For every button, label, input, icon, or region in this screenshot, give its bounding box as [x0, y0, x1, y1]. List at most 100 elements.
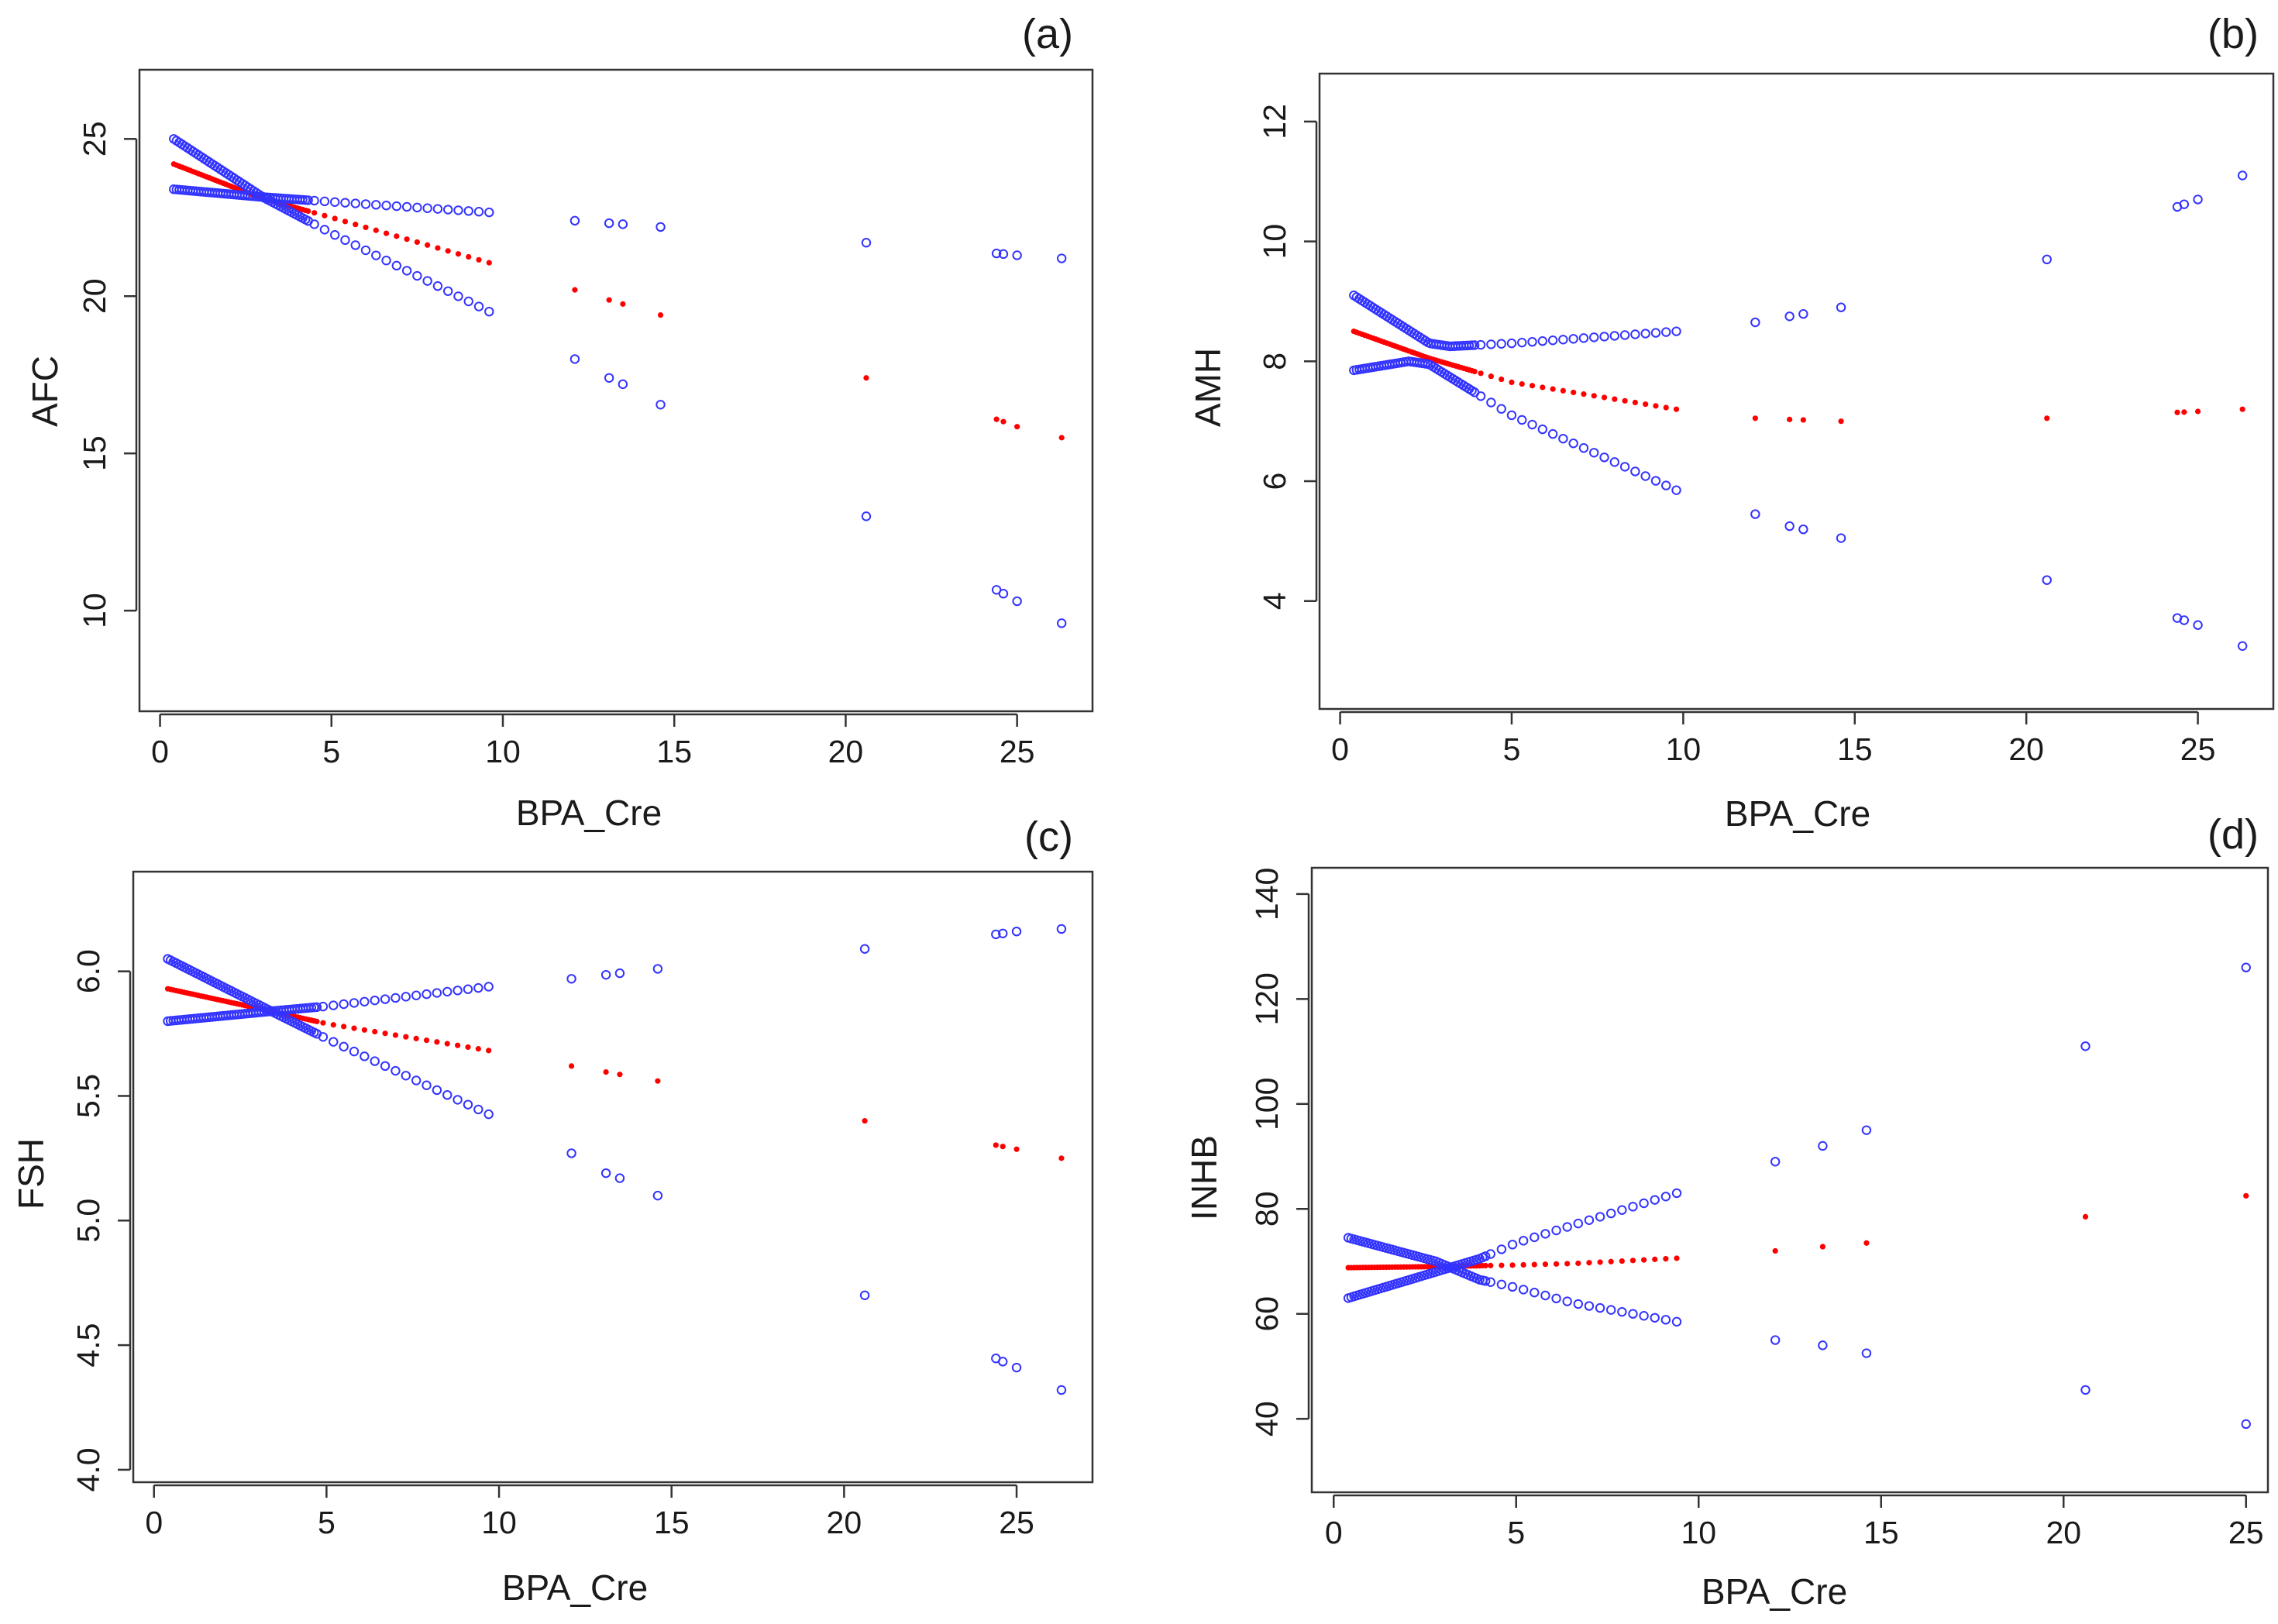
estimate-point	[342, 218, 349, 225]
lower-bound-point	[1537, 424, 1548, 435]
upper-bound-point	[1617, 1205, 1627, 1215]
lower-bound-point	[442, 1089, 453, 1100]
estimate-point	[993, 416, 1000, 422]
upper-bound-point	[422, 203, 432, 213]
lower-bound-point	[1770, 1335, 1781, 1345]
estimate-point	[404, 236, 410, 243]
lower-bound-point	[1506, 410, 1517, 421]
lower-bound-point	[360, 245, 371, 256]
upper-bound-point	[453, 986, 463, 996]
upper-bound-point	[1527, 336, 1537, 347]
x-tick-label: 15	[654, 1505, 690, 1540]
lower-bound-point	[473, 1104, 483, 1115]
upper-bound-point	[350, 198, 360, 208]
x-axis: 0 5 10 15 20 25	[151, 713, 1034, 769]
x-axis: 0 5 10 15 20 25	[1331, 710, 2215, 767]
lower-bound-point	[329, 1037, 339, 1047]
upper-bound-point	[1507, 1240, 1518, 1250]
upper-bound-point	[370, 995, 380, 1006]
estimate-point	[603, 1068, 609, 1075]
estimate-point	[1520, 1261, 1526, 1268]
estimate-point	[1673, 406, 1680, 412]
upper-bound-point	[340, 198, 350, 208]
upper-bound-point	[998, 249, 1009, 260]
estimate-point	[314, 1018, 320, 1024]
y-tick-label: 140	[1249, 868, 1285, 920]
estimate-point	[305, 208, 311, 215]
upper-bound-point	[1770, 1157, 1781, 1167]
upper-bound-point	[1056, 924, 1067, 934]
lower-bound-point	[1671, 1316, 1682, 1327]
upper-bound-point	[1496, 1244, 1507, 1254]
upper-bound-point	[453, 205, 463, 215]
x-tick-label: 0	[151, 734, 169, 769]
lower-bound-point	[1861, 1348, 1872, 1358]
upper-bound-point	[2237, 170, 2248, 181]
estimate-point	[2044, 415, 2050, 421]
lower-bound-point	[391, 1065, 401, 1076]
plot-frame	[138, 68, 1094, 713]
upper-bound-point	[2241, 962, 2251, 972]
lower-bound-point	[1661, 480, 1671, 490]
lower-bound-point	[1599, 452, 1609, 463]
upper-bound-point	[349, 998, 360, 1008]
upper-bound-point	[1540, 1229, 1550, 1239]
lower-bound-point	[1750, 509, 1760, 519]
upper-bound-point	[1619, 330, 1630, 340]
estimate-point	[1542, 1261, 1549, 1268]
lower-bound-point	[401, 266, 412, 276]
y-axis: 40 60 80 100 120 140	[1249, 868, 1310, 1436]
upper-bound-point	[1530, 1232, 1540, 1243]
lower-bound-point	[391, 260, 402, 271]
estimate-point	[486, 260, 492, 266]
estimate-point	[1629, 1258, 1636, 1264]
plot-frame	[132, 870, 1094, 1484]
estimate-point	[403, 1034, 409, 1040]
x-tick-label: 5	[1507, 1515, 1525, 1550]
lower-bound-point	[1011, 1362, 1022, 1373]
estimate-point	[353, 222, 359, 228]
estimate-point	[322, 212, 328, 218]
x-tick-label: 15	[1837, 731, 1873, 767]
upper-bound-point	[318, 1001, 329, 1012]
estimate-point	[455, 1042, 461, 1048]
lower-bound-point	[370, 1056, 380, 1066]
upper-bound-point	[380, 994, 391, 1004]
upper-series	[1349, 170, 2248, 352]
x-tick-label: 10	[485, 734, 521, 769]
lower-bound-point	[1650, 1313, 1660, 1323]
estimate-point	[617, 1072, 623, 1078]
estimate-point	[1550, 386, 1556, 392]
estimate-point	[620, 301, 626, 307]
lower-bound-point	[614, 1173, 625, 1183]
x-tick-label: 20	[827, 1505, 862, 1540]
y-tick-label: 15	[77, 435, 112, 471]
estimate-point	[1772, 1247, 1778, 1254]
lower-series	[1349, 356, 2248, 651]
lower-bound-point	[360, 1051, 370, 1061]
upper-bound-point	[1485, 1249, 1495, 1259]
lower-bound-point	[1475, 391, 1486, 401]
estimate-point	[455, 251, 462, 257]
upper-bound-point	[1836, 302, 1846, 312]
upper-bound-point	[1671, 1188, 1682, 1199]
x-axis: 0 5 10 15 20 25	[145, 1484, 1034, 1540]
lower-bound-point	[1558, 433, 1568, 444]
estimate-point	[486, 1048, 492, 1054]
upper-bound-point	[604, 218, 614, 229]
estimate-point	[1058, 435, 1065, 441]
estimate-point	[341, 1024, 347, 1030]
lower-bound-point	[1671, 485, 1681, 495]
estimate-point	[1643, 401, 1649, 408]
estimate-point	[1058, 1155, 1065, 1161]
estimate-point	[373, 227, 379, 233]
upper-bound-point	[432, 204, 443, 214]
upper-bound-point	[329, 1000, 339, 1010]
panel-label: (b)	[2207, 11, 2259, 57]
panel-label: (c)	[1024, 814, 1073, 860]
lower-bound-point	[1650, 476, 1661, 486]
lower-bound-point	[652, 1190, 663, 1201]
y-tick-label: 4	[1257, 592, 1292, 610]
lower-bound-point	[339, 1041, 349, 1052]
y-tick-label: 20	[77, 278, 112, 314]
